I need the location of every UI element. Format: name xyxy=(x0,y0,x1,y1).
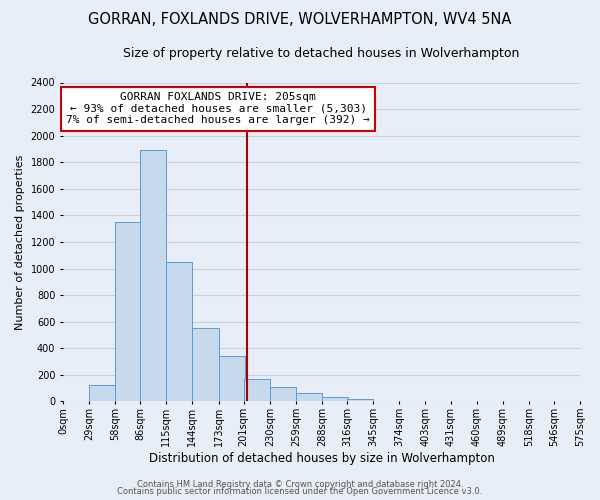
Bar xyxy=(193,328,218,402)
Bar xyxy=(244,379,270,402)
Bar xyxy=(373,400,399,402)
Bar xyxy=(140,150,166,402)
Bar xyxy=(554,400,580,402)
Bar xyxy=(218,356,245,402)
Bar xyxy=(347,400,373,402)
Text: Contains HM Land Registry data © Crown copyright and database right 2024.: Contains HM Land Registry data © Crown c… xyxy=(137,480,463,489)
Y-axis label: Number of detached properties: Number of detached properties xyxy=(15,154,25,330)
Text: GORRAN, FOXLANDS DRIVE, WOLVERHAMPTON, WV4 5NA: GORRAN, FOXLANDS DRIVE, WOLVERHAMPTON, W… xyxy=(88,12,512,28)
Bar xyxy=(89,385,115,402)
Text: Contains public sector information licensed under the Open Government Licence v3: Contains public sector information licen… xyxy=(118,487,482,496)
Bar xyxy=(322,398,348,402)
Bar xyxy=(270,388,296,402)
Bar xyxy=(166,262,193,402)
Text: GORRAN FOXLANDS DRIVE: 205sqm
← 93% of detached houses are smaller (5,303)
7% of: GORRAN FOXLANDS DRIVE: 205sqm ← 93% of d… xyxy=(66,92,370,126)
Title: Size of property relative to detached houses in Wolverhampton: Size of property relative to detached ho… xyxy=(123,48,520,60)
Bar xyxy=(115,222,141,402)
Bar xyxy=(296,394,322,402)
X-axis label: Distribution of detached houses by size in Wolverhampton: Distribution of detached houses by size … xyxy=(149,452,494,465)
